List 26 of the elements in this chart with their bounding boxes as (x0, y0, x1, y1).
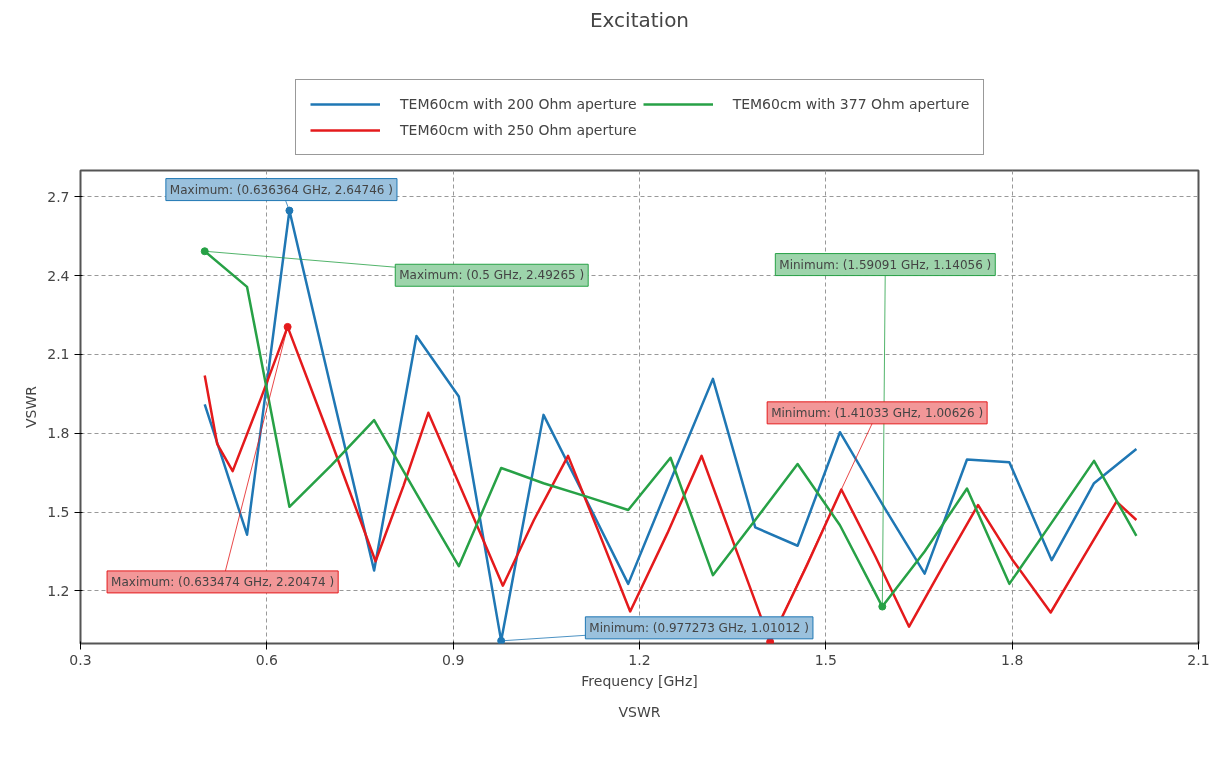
y-tick-label: 2.1 (47, 346, 70, 363)
x-tick-label: 1.8 (1001, 651, 1024, 668)
annotation: Maximum: (0.636364 GHz, 2.64746 ) (169, 182, 393, 197)
y-tick-label: 1.2 (47, 582, 70, 599)
text: VSWR (618, 703, 661, 720)
x-axis-title: Frequency [GHz] (581, 672, 698, 689)
x-tick-label: 1.5 (814, 651, 837, 668)
annotation: Maximum: (0.633474 GHz, 2.20474 ) (111, 574, 335, 589)
annotation: Minimum: (0.977273 GHz, 1.01012 ) (589, 620, 809, 635)
y-tick-label: 1.8 (47, 425, 70, 442)
y-axis-title: VSWR (23, 385, 40, 429)
x-tick-label: 2.1 (1187, 651, 1210, 668)
chart-title: Excitation (589, 7, 690, 32)
x-tick-label: 0.9 (442, 651, 465, 668)
annotation: Maximum: (0.5 GHz, 2.49265 ) (399, 268, 585, 283)
x-tick-label: 0.6 (255, 651, 279, 668)
x-tick-label: 1.2 (628, 651, 651, 668)
legend-label: TEM60cm with 250 Ohm aperture (400, 122, 637, 138)
legend-label: TEM60cm with 200 Ohm aperture (400, 96, 637, 112)
legend-label: TEM60cm with 377 Ohm aperture (732, 96, 970, 112)
y-tick-label: 1.5 (47, 504, 70, 521)
annotation: Minimum: (1.59091 GHz, 1.14056 ) (779, 257, 992, 272)
x-tick-label: 0.3 (69, 651, 92, 668)
annotation: Minimum: (1.41033 GHz, 1.00626 ) (771, 405, 984, 420)
y-tick-label: 2.7 (47, 188, 70, 205)
y-tick-label: 2.4 (47, 267, 70, 284)
